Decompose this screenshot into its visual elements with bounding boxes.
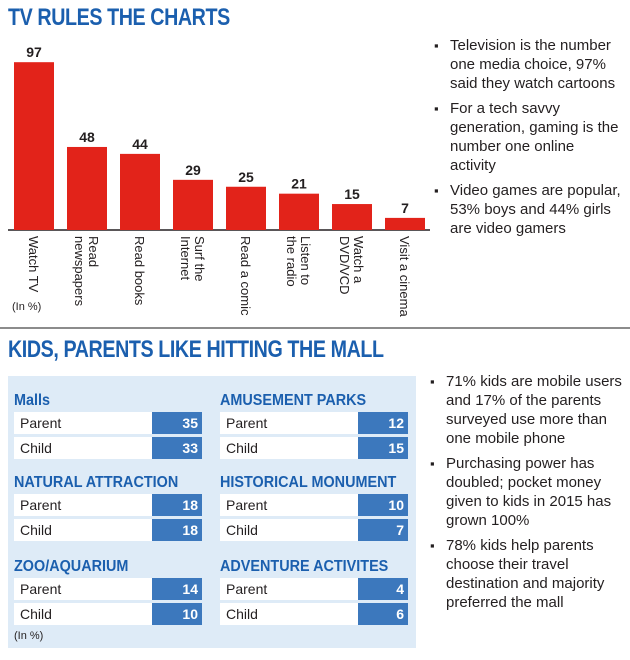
row-label: Parent (20, 415, 62, 431)
row-label: Parent (20, 497, 62, 513)
data-label: 7 (401, 200, 409, 216)
group-adventure-activites: ADVENTURE ACTIVITES Parent 4 Child 6 (220, 556, 408, 628)
group-amusement-parks: AMUSEMENT PARKS Parent 12 Child 15 (220, 390, 408, 462)
svg-text:Read: Read (86, 236, 101, 267)
table-row: Parent 10 (220, 494, 408, 516)
bottom-bullet-list: 71% kids are mobile users and 17% of the… (430, 372, 630, 618)
row-label: Child (20, 522, 52, 538)
bar (226, 186, 266, 230)
tick-label: Read books (132, 236, 147, 306)
chart-title: TV RULES THE CHARTS (8, 4, 230, 31)
row-value: 18 (152, 519, 202, 541)
row-value: 10 (358, 494, 408, 516)
row-label: Parent (20, 581, 62, 597)
group-title: ZOO/AQUARIUM (14, 558, 129, 575)
table-row: Child 6 (220, 603, 408, 625)
row-value: 35 (152, 412, 202, 434)
row-value: 18 (152, 494, 202, 516)
bullet-item: Video games are popular, 53% boys and 44… (434, 181, 624, 238)
bullet-item: Television is the number one media choic… (434, 36, 624, 93)
bullet-item: Purchasing power has doubled; pocket mon… (430, 454, 630, 530)
bar (279, 193, 319, 230)
group-title: NATURAL ATTRACTION (14, 474, 179, 491)
row-value: 10 (152, 603, 202, 625)
table-row: Parent 14 (14, 578, 202, 600)
data-label: 15 (344, 186, 360, 202)
tick-label: Visit a cinema (397, 236, 412, 317)
tick-label: Watch TV (26, 236, 41, 293)
group-title: AMUSEMENT PARKS (220, 392, 367, 409)
svg-text:Listen to: Listen to (298, 236, 313, 285)
row-value: 33 (152, 437, 202, 459)
tick-label: Read a comic (238, 236, 253, 316)
svg-text:Read a comic: Read a comic (238, 236, 253, 316)
data-label: 48 (79, 129, 95, 145)
row-label: Child (226, 606, 258, 622)
mall-table-panel: Malls Parent 35 Child 33 AMUSEMENT PARKS P… (8, 376, 416, 648)
svg-text:Visit a cinema: Visit a cinema (397, 236, 412, 317)
bullet-item: 78% kids help parents choose their trave… (430, 536, 630, 612)
data-label: 29 (185, 162, 201, 178)
data-label: 21 (291, 176, 307, 192)
bar (385, 217, 425, 230)
table-row: Child 33 (14, 437, 202, 459)
table-row: Child 10 (14, 603, 202, 625)
table-row: Parent 4 (220, 578, 408, 600)
svg-text:DVD/VCD: DVD/VCD (337, 236, 352, 295)
group-natural-attraction: NATURAL ATTRACTION Parent 18 Child 18 (14, 472, 202, 544)
table-row: Parent 18 (14, 494, 202, 516)
table-row: Parent 12 (220, 412, 408, 434)
unit-note: (In %) (12, 301, 41, 313)
row-value: 15 (358, 437, 408, 459)
row-value: 12 (358, 412, 408, 434)
bar (67, 146, 107, 230)
svg-text:Watch a: Watch a (351, 236, 366, 284)
table-row: Child 7 (220, 519, 408, 541)
row-value: 4 (358, 578, 408, 600)
svg-text:Watch TV: Watch TV (26, 236, 41, 293)
row-value: 14 (152, 578, 202, 600)
row-value: 7 (358, 519, 408, 541)
group-historical-monument: HISTORICAL MONUMENT Parent 10 Child 7 (220, 472, 408, 544)
svg-text:Internet: Internet (178, 236, 193, 280)
table-row: Child 18 (14, 519, 202, 541)
svg-text:Surf the: Surf the (192, 236, 207, 282)
bullet-item: For a tech savvy generation, gaming is t… (434, 99, 624, 175)
row-value: 6 (358, 603, 408, 625)
data-label: 97 (26, 44, 42, 60)
data-label: 44 (132, 136, 148, 152)
row-label: Parent (226, 497, 268, 513)
bar (173, 179, 213, 230)
bullet-item: 71% kids are mobile users and 17% of the… (430, 372, 630, 448)
group-title: ADVENTURE ACTIVITES (220, 558, 389, 575)
group-zoo-aquarium: ZOO/AQUARIUM Parent 14 Child 10 (14, 556, 202, 628)
table-unit-note: (In %) (14, 630, 44, 642)
svg-text:newspapers: newspapers (72, 236, 87, 307)
section-title: KIDS, PARENTS LIKE HITTING THE MALL (8, 336, 384, 363)
group-title: Malls (14, 392, 51, 409)
svg-text:Read books: Read books (132, 236, 147, 306)
table-row: Child 15 (220, 437, 408, 459)
svg-text:the radio: the radio (284, 236, 299, 287)
row-label: Child (20, 606, 52, 622)
row-label: Parent (226, 581, 268, 597)
row-label: Child (20, 440, 52, 456)
row-label: Child (226, 522, 258, 538)
bar (332, 204, 372, 230)
bar (120, 153, 160, 230)
data-label: 25 (238, 169, 254, 185)
group-malls: Malls Parent 35 Child 33 (14, 390, 202, 462)
section-divider (0, 327, 630, 329)
bar (14, 62, 54, 230)
row-label: Child (226, 440, 258, 456)
top-bullet-list: Television is the number one media choic… (434, 36, 624, 244)
group-title: HISTORICAL MONUMENT (220, 474, 397, 491)
table-row: Parent 35 (14, 412, 202, 434)
row-label: Parent (226, 415, 268, 431)
